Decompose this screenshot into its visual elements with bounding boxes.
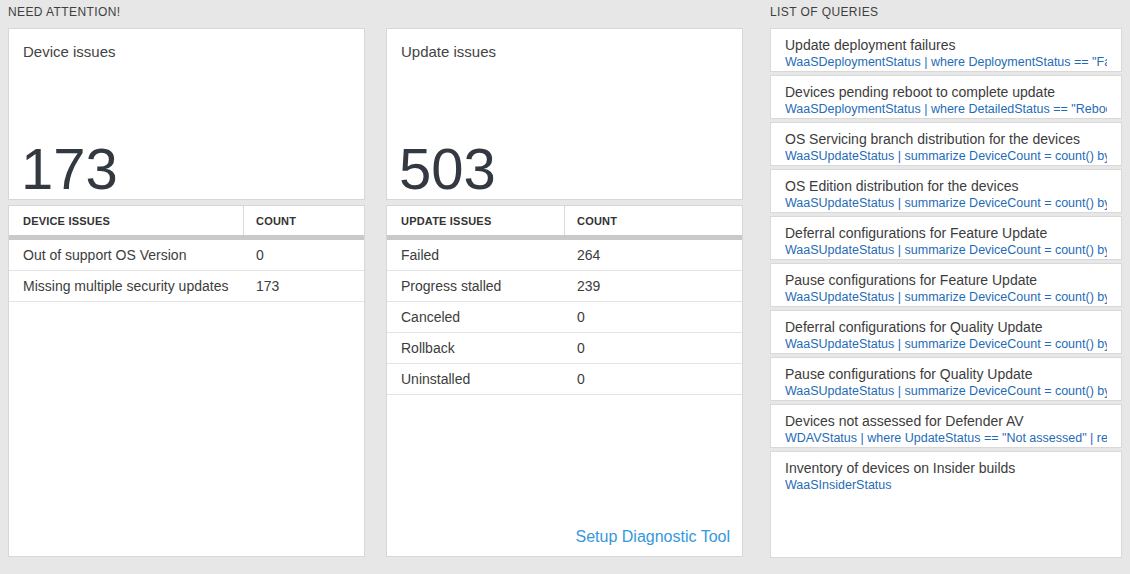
query-title: Pause configurations for Feature Update	[785, 272, 1107, 289]
count-value-cell: 173	[244, 278, 279, 294]
count-value-cell: 0	[565, 371, 585, 387]
count-value-cell: 0	[244, 247, 264, 263]
query-title: Inventory of devices on Insider builds	[785, 460, 1107, 477]
query-list: Update deployment failures WaaSDeploymen…	[770, 28, 1122, 558]
issue-label-cell: Rollback	[387, 340, 565, 356]
query-string-link[interactable]: WDAVStatus | where UpdateStatus == "Not …	[785, 431, 1107, 446]
query-list-item[interactable]: Deferral configurations for Feature Upda…	[770, 216, 1122, 260]
query-list-item[interactable]: OS Edition distribution for the devices …	[770, 169, 1122, 213]
update-issues-count: 503	[399, 141, 496, 196]
count-value-cell: 0	[565, 340, 585, 356]
device-issues-title: Device issues	[9, 29, 364, 60]
update-issues-tile[interactable]: Update issues 503	[386, 28, 743, 200]
update-issues-rows: Failed 264 Progress stalled 239 Canceled…	[387, 240, 742, 395]
query-list-item[interactable]: Deferral configurations for Quality Upda…	[770, 310, 1122, 354]
issue-label-cell: Missing multiple security updates	[9, 278, 244, 294]
count-value-cell: 0	[565, 309, 585, 325]
query-list-item[interactable]: Pause configurations for Quality Update …	[770, 357, 1122, 401]
device-issues-count: 173	[21, 141, 118, 196]
device-issues-tile[interactable]: Device issues 173	[8, 28, 365, 200]
query-string-link[interactable]: WaaSInsiderStatus	[785, 478, 1107, 493]
query-title: Deferral configurations for Feature Upda…	[785, 225, 1107, 242]
query-string-link[interactable]: WaaSUpdateStatus | summarize DeviceCount…	[785, 243, 1107, 258]
update-issues-title: Update issues	[387, 29, 742, 60]
query-string-link[interactable]: WaaSDeploymentStatus | where DeploymentS…	[785, 55, 1107, 70]
count-column-header: COUNT	[565, 215, 617, 227]
query-title: Deferral configurations for Quality Upda…	[785, 319, 1107, 336]
query-string-link[interactable]: WaaSDeploymentStatus | where DetailedSta…	[785, 102, 1107, 117]
query-title: Devices not assessed for Defender AV	[785, 413, 1107, 430]
update-issues-column-header: UPDATE ISSUES	[387, 206, 565, 235]
table-row[interactable]: Missing multiple security updates 173	[9, 271, 364, 302]
query-list-item[interactable]: Devices pending reboot to complete updat…	[770, 75, 1122, 119]
table-row[interactable]: Rollback 0	[387, 333, 742, 364]
device-issues-column-header: DEVICE ISSUES	[9, 206, 244, 235]
table-row[interactable]: Out of support OS Version 0	[9, 240, 364, 271]
issue-label-cell: Canceled	[387, 309, 565, 325]
query-list-item[interactable]: Inventory of devices on Insider builds W…	[770, 451, 1122, 558]
query-string-link[interactable]: WaaSUpdateStatus | summarize DeviceCount…	[785, 290, 1107, 305]
query-title: Update deployment failures	[785, 37, 1107, 54]
update-issues-table: UPDATE ISSUES COUNT Failed 264 Progress …	[386, 205, 743, 557]
table-row[interactable]: Uninstalled 0	[387, 364, 742, 395]
device-issues-table: DEVICE ISSUES COUNT Out of support OS Ve…	[8, 205, 365, 557]
query-string-link[interactable]: WaaSUpdateStatus | summarize DeviceCount…	[785, 337, 1107, 352]
query-title: Pause configurations for Quality Update	[785, 366, 1107, 383]
query-string-link[interactable]: WaaSUpdateStatus | summarize DeviceCount…	[785, 149, 1107, 164]
query-list-item[interactable]: Pause configurations for Feature Update …	[770, 263, 1122, 307]
issue-label-cell: Uninstalled	[387, 371, 565, 387]
query-title: OS Servicing branch distribution for the…	[785, 131, 1107, 148]
update-issues-table-header: UPDATE ISSUES COUNT	[387, 206, 742, 235]
issue-label-cell: Failed	[387, 247, 565, 263]
query-title: Devices pending reboot to complete updat…	[785, 84, 1107, 101]
table-row[interactable]: Canceled 0	[387, 302, 742, 333]
setup-diagnostic-tool-link[interactable]: Setup Diagnostic Tool	[576, 528, 730, 546]
query-string-link[interactable]: WaaSUpdateStatus | summarize DeviceCount…	[785, 196, 1107, 211]
query-list-item[interactable]: Devices not assessed for Defender AV WDA…	[770, 404, 1122, 448]
need-attention-header: NEED ATTENTION!	[8, 5, 120, 19]
device-issues-table-header: DEVICE ISSUES COUNT	[9, 206, 364, 235]
query-list-item[interactable]: Update deployment failures WaaSDeploymen…	[770, 28, 1122, 72]
count-value-cell: 264	[565, 247, 600, 263]
issue-label-cell: Out of support OS Version	[9, 247, 244, 263]
table-row[interactable]: Failed 264	[387, 240, 742, 271]
query-title: OS Edition distribution for the devices	[785, 178, 1107, 195]
list-of-queries-header: LIST OF QUERIES	[770, 5, 878, 19]
count-value-cell: 239	[565, 278, 600, 294]
query-string-link[interactable]: WaaSUpdateStatus | summarize DeviceCount…	[785, 384, 1107, 399]
issue-label-cell: Progress stalled	[387, 278, 565, 294]
device-issues-rows: Out of support OS Version 0 Missing mult…	[9, 240, 364, 302]
query-list-item[interactable]: OS Servicing branch distribution for the…	[770, 122, 1122, 166]
table-row[interactable]: Progress stalled 239	[387, 271, 742, 302]
count-column-header: COUNT	[244, 215, 296, 227]
